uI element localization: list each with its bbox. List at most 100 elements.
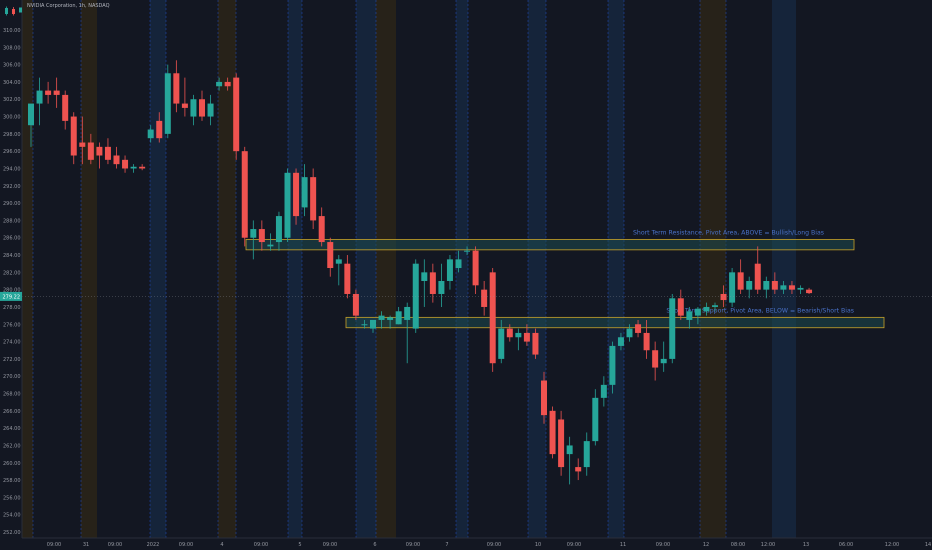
session-band <box>218 0 236 538</box>
price-tick: 262.00 <box>3 443 21 449</box>
price-tick: 304.00 <box>3 80 21 86</box>
candle-body <box>600 384 607 398</box>
time-tick: 5 <box>298 542 301 548</box>
candle-body <box>45 90 52 95</box>
candle-body <box>780 285 787 290</box>
time-tick: 08:00 <box>731 542 745 548</box>
candle-body <box>549 410 556 455</box>
candle-body <box>130 166 137 169</box>
candle-body <box>712 305 718 307</box>
time-tick: 09:00 <box>567 542 581 548</box>
session-band <box>22 0 33 538</box>
candle-body <box>558 419 565 468</box>
candle-body <box>446 259 453 281</box>
time-tick: 09:00 <box>47 542 61 548</box>
candle-body <box>139 166 146 169</box>
price-tick: 286.00 <box>3 236 21 242</box>
session-band <box>356 0 376 538</box>
candle-body <box>395 311 402 325</box>
price-tick: 256.00 <box>3 495 21 501</box>
candle-body <box>746 281 753 290</box>
candle-body <box>122 159 129 169</box>
time-tick: 09:00 <box>179 542 193 548</box>
time-tick: 12:00 <box>761 542 775 548</box>
resistance-zone <box>245 239 855 251</box>
price-tick: 300.00 <box>3 115 21 121</box>
time-axis[interactable]: 09:00 31 09:00 2022 09:00 4 09:00 5 09:00 6 09:00 7… <box>22 537 932 548</box>
price-tick: 258.00 <box>3 478 21 484</box>
candle-body <box>694 308 701 316</box>
price-tick: 294.00 <box>3 166 21 172</box>
candle-body <box>284 172 291 238</box>
candle-body <box>250 229 257 238</box>
time-tick: 09:00 <box>656 542 670 548</box>
time-tick: 2022 <box>147 542 160 548</box>
candle-body <box>28 103 34 126</box>
candle-body <box>310 177 317 221</box>
candle-body <box>258 229 265 243</box>
session-band <box>288 0 302 538</box>
time-tick: 09:00 <box>487 542 501 548</box>
time-tick: 12 <box>703 542 709 548</box>
time-tick: 10 <box>535 542 541 548</box>
candle-body <box>626 328 633 338</box>
time-tick: 12:00 <box>885 542 899 548</box>
time-tick: 11 <box>620 542 626 548</box>
candle-body <box>335 259 342 264</box>
support-zone <box>345 316 885 329</box>
candle-body <box>96 146 103 156</box>
price-tick: 306.00 <box>3 63 21 69</box>
candle-body <box>583 441 590 468</box>
candle-body <box>669 298 676 359</box>
candle-body <box>241 151 248 238</box>
candle-body <box>686 311 693 320</box>
time-tick: 09:00 <box>406 542 420 548</box>
session-band <box>456 0 468 538</box>
session-band <box>81 0 97 538</box>
candle-body <box>233 77 240 152</box>
price-tick: 268.00 <box>3 392 21 398</box>
candle-body <box>79 142 86 147</box>
time-tick: 7 <box>445 542 448 548</box>
price-tick: 290.00 <box>3 201 21 207</box>
time-tick: 6 <box>373 542 376 548</box>
candle-body <box>412 263 419 329</box>
candle-body <box>788 285 795 290</box>
price-tick: 298.00 <box>3 132 21 138</box>
session-band <box>376 0 396 538</box>
price-tick: 302.00 <box>3 97 21 103</box>
time-tick: 09:00 <box>323 542 337 548</box>
candle-body <box>216 81 223 87</box>
price-tick: 278.00 <box>3 305 21 311</box>
price-axis[interactable]: 310.00 308.00 306.00 304.00 302.00 300.00 298.… <box>0 0 23 550</box>
price-tick: 276.00 <box>3 322 21 328</box>
current-price-label: 279.22 <box>3 294 21 300</box>
price-tick: 252.00 <box>3 530 21 536</box>
session-separators <box>32 0 727 538</box>
price-tick: 308.00 <box>3 45 21 51</box>
chart-title: NVIDIA Corporation, 1h, NASDAQ <box>27 3 110 9</box>
candle-body <box>498 328 505 359</box>
candle-body <box>344 263 351 294</box>
candle-body <box>438 281 445 294</box>
session-band <box>528 0 546 538</box>
time-tick: 31 <box>83 542 89 548</box>
price-tick: 280.00 <box>3 288 21 294</box>
candle-body <box>70 116 77 156</box>
candles <box>28 60 813 485</box>
candle-body <box>53 90 60 95</box>
candle-body <box>506 328 513 338</box>
resistance-zone-label: Short Term Resistance, Pivot Area, ABOVE… <box>633 229 824 236</box>
candle-body <box>643 332 650 351</box>
time-tick: 09:00 <box>254 542 268 548</box>
time-tick: 4 <box>220 542 223 548</box>
candle-body <box>771 281 778 290</box>
price-tick: 288.00 <box>3 218 21 224</box>
candle-body <box>181 103 188 108</box>
candle-body <box>207 103 214 117</box>
candle-body <box>575 467 582 472</box>
candle-body <box>293 172 300 217</box>
candle-icon <box>2 1 26 20</box>
candle-body <box>754 263 761 290</box>
